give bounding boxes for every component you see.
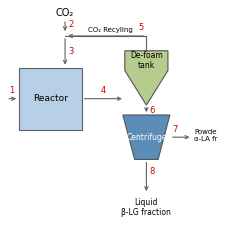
Text: Centrifuge: Centrifuge [126, 133, 167, 142]
Text: 4: 4 [101, 86, 106, 95]
Text: De-foam
tank: De-foam tank [130, 51, 163, 70]
Text: 7: 7 [172, 125, 177, 134]
Text: 8: 8 [149, 167, 155, 176]
Text: CO₂: CO₂ [56, 8, 74, 18]
Polygon shape [123, 115, 170, 160]
Text: CO₂ Recyling: CO₂ Recyling [88, 27, 133, 33]
Text: Reactor: Reactor [33, 94, 68, 103]
Text: Liquid
β-LG fraction: Liquid β-LG fraction [122, 198, 171, 217]
Text: 2: 2 [68, 20, 73, 29]
Text: 6: 6 [149, 106, 155, 115]
Text: 5: 5 [138, 23, 144, 32]
Text: 1: 1 [9, 86, 14, 95]
FancyBboxPatch shape [19, 68, 82, 130]
Polygon shape [125, 51, 168, 105]
Text: 3: 3 [68, 47, 73, 56]
Text: Powde
α-LA fr: Powde α-LA fr [194, 129, 218, 142]
